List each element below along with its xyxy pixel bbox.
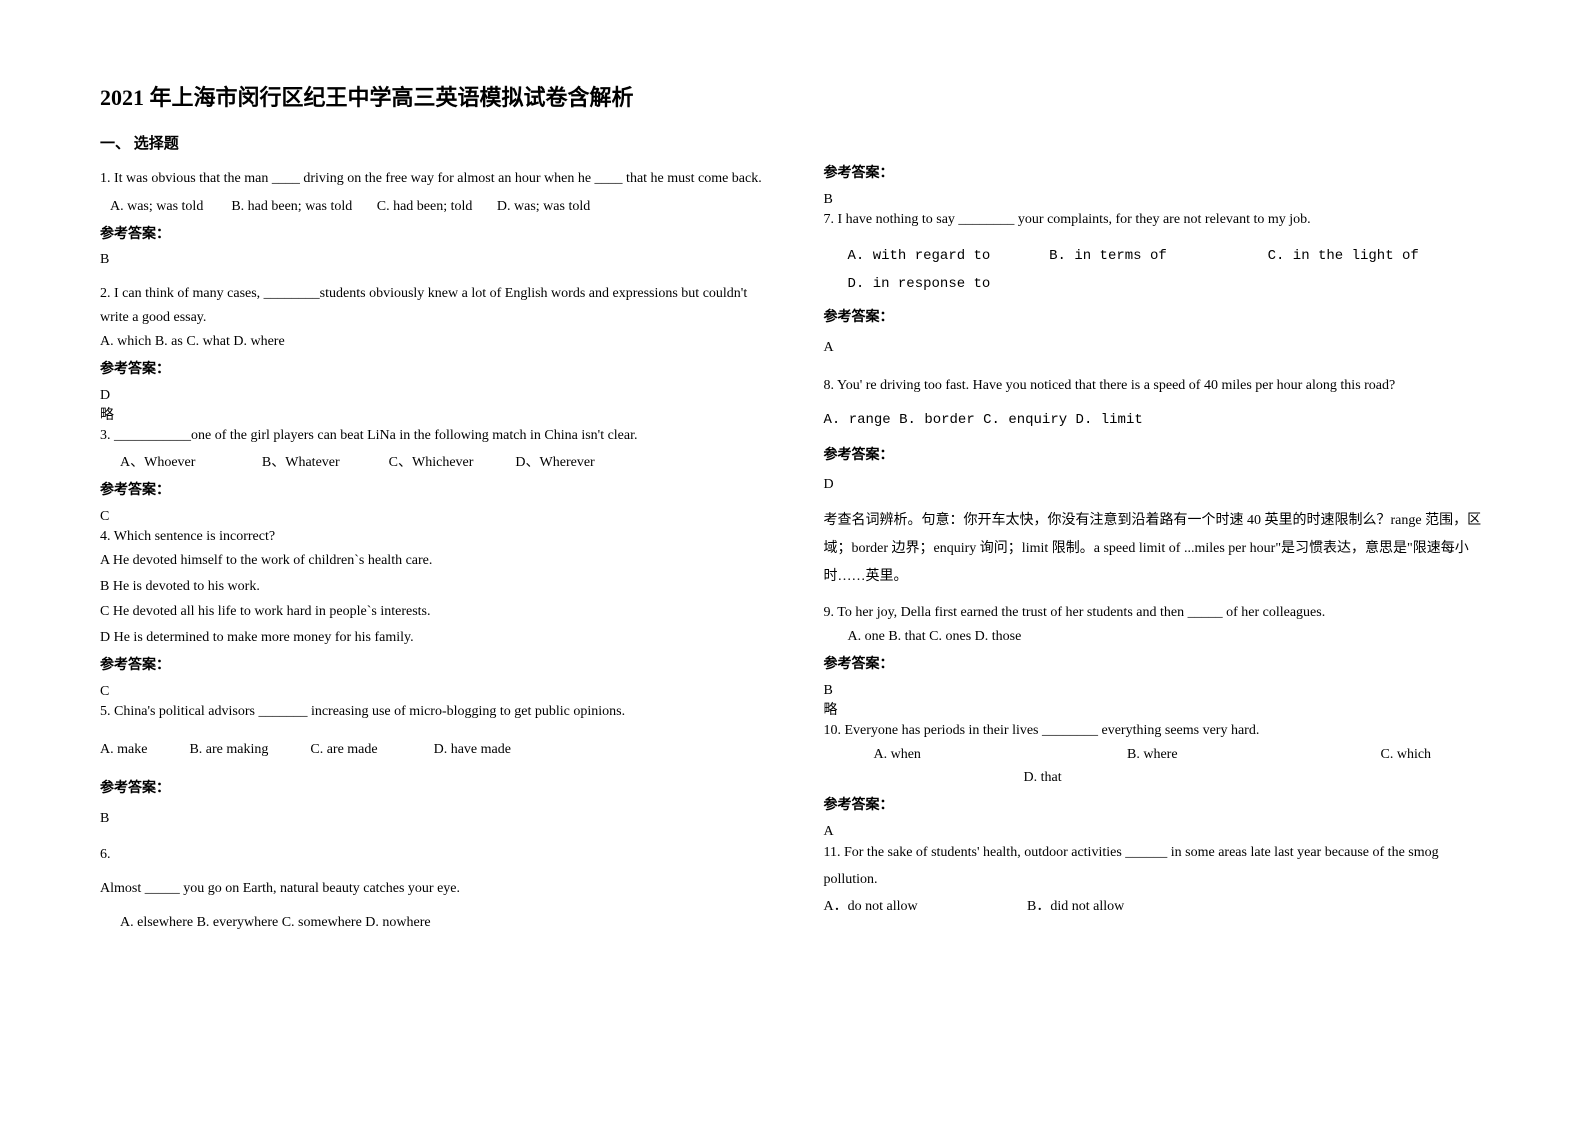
- question-text: 8. You' re driving too fast. Have you no…: [824, 372, 1488, 400]
- answer-label: 参考答案：: [100, 479, 764, 503]
- answer-note: 略: [100, 404, 764, 424]
- option-d: D. in response to: [848, 276, 991, 292]
- answer-value: B: [824, 192, 1488, 208]
- question-text: 1. It was obvious that the man ____ driv…: [100, 167, 764, 191]
- question-2: 2. I can think of many cases, ________st…: [100, 282, 764, 381]
- option-d: D He is determined to make more money fo…: [100, 626, 764, 650]
- option-b: B．did not allow: [1027, 899, 1124, 914]
- option-b: B. had been; was told: [231, 199, 352, 214]
- question-options: A. which B. as C. what D. where: [100, 330, 764, 354]
- option-b: B. where: [1127, 743, 1377, 767]
- answer-label: 参考答案：: [824, 794, 1488, 818]
- question-11: 11. For the sake of students' health, ou…: [824, 840, 1488, 919]
- answer-note: 略: [824, 699, 1488, 719]
- question-3: 3. ___________one of the girl players ca…: [100, 424, 764, 503]
- option-d: D. was; was told: [497, 199, 590, 214]
- question-options: A. range B. border C. enquiry D. limit: [824, 406, 1488, 434]
- answer-value: A: [824, 824, 1488, 840]
- option-a: A. with regard to: [848, 248, 991, 264]
- option-d: D. have made: [434, 742, 511, 757]
- answer-value: B: [100, 811, 764, 827]
- right-column: 参考答案： B 7. I have nothing to say _______…: [824, 132, 1488, 941]
- option-a: A He devoted himself to the work of chil…: [100, 549, 764, 573]
- answer-label: 参考答案：: [100, 654, 764, 678]
- question-text: 5. China's political advisors _______ in…: [100, 700, 764, 724]
- question-options: A. one B. that C. ones D. those: [824, 625, 1488, 649]
- option-b: B. in terms of: [1049, 248, 1167, 264]
- option-c: C. which: [1381, 747, 1432, 762]
- answer-value: B: [100, 252, 764, 268]
- content-container: 一、 选择题 1. It was obvious that the man __…: [100, 132, 1487, 941]
- question-number: 6.: [100, 843, 764, 867]
- answer-label: 参考答案：: [824, 653, 1488, 677]
- question-4: 4. Which sentence is incorrect? A He dev…: [100, 525, 764, 678]
- option-d-line: D. that: [824, 766, 1488, 790]
- question-options: A. was; was told B. had been; was told C…: [100, 195, 764, 219]
- option-a: A. when: [874, 743, 1124, 767]
- question-8: 8. You' re driving too fast. Have you no…: [824, 372, 1488, 468]
- question-5: 5. China's political advisors _______ in…: [100, 700, 764, 801]
- question-text: 3. ___________one of the girl players ca…: [100, 424, 764, 448]
- answer-label: 参考答案：: [100, 358, 764, 382]
- section-header: 一、 选择题: [100, 132, 764, 153]
- option-b: B He is devoted to his work.: [100, 575, 764, 599]
- option-b: B. are making: [189, 742, 268, 757]
- question-7: 7. I have nothing to say ________ your c…: [824, 208, 1488, 330]
- option-b: B、Whatever: [262, 455, 340, 470]
- option-a: A、Whoever: [120, 455, 195, 470]
- question-options: A. with regard to B. in terms of C. in t…: [824, 242, 1488, 298]
- option-c: C. in the light of: [1268, 248, 1419, 264]
- question-options: A. when B. where C. which: [824, 743, 1488, 767]
- answer-label: 参考答案：: [824, 306, 1488, 330]
- answer-label: 参考答案：: [824, 444, 1488, 468]
- answer-value: A: [824, 340, 1488, 356]
- left-column: 一、 选择题 1. It was obvious that the man __…: [100, 132, 764, 941]
- question-options: A. elsewhere B. everywhere C. somewhere …: [100, 911, 764, 935]
- option-c: C、Whichever: [389, 455, 474, 470]
- question-9: 9. To her joy, Della first earned the tr…: [824, 601, 1488, 676]
- question-text: 4. Which sentence is incorrect?: [100, 525, 764, 549]
- answer-value: C: [100, 509, 764, 525]
- question-1: 1. It was obvious that the man ____ driv…: [100, 167, 764, 246]
- answer-label: 参考答案：: [100, 223, 764, 247]
- question-options: A．do not allow B．did not allow: [824, 895, 1488, 919]
- answer-label: 参考答案：: [100, 777, 764, 801]
- page-title: 2021 年上海市闵行区纪王中学高三英语模拟试卷含解析: [100, 80, 1487, 112]
- option-c: C. are made: [310, 742, 377, 757]
- answer-label: 参考答案：: [824, 162, 1488, 182]
- question-text: 11. For the sake of students' health, ou…: [824, 840, 1488, 893]
- option-c: C. had been; told: [377, 199, 473, 214]
- option-c: C He devoted all his life to work hard i…: [100, 600, 764, 624]
- option-a: A．do not allow: [824, 895, 1024, 919]
- question-text: 7. I have nothing to say ________ your c…: [824, 208, 1488, 232]
- option-d: D. that: [1024, 770, 1062, 785]
- option-a: A. was; was told: [110, 199, 203, 214]
- answer-value: D: [824, 477, 1488, 493]
- question-text: 2. I can think of many cases, ________st…: [100, 282, 764, 330]
- option-a: A. make: [100, 742, 147, 757]
- question-10: 10. Everyone has periods in their lives …: [824, 719, 1488, 818]
- question-text: Almost _____ you go on Earth, natural be…: [100, 877, 764, 901]
- answer-value: C: [100, 684, 764, 700]
- answer-explanation: 考查名词辨析。句意：你开车太快，你没有注意到沿着路有一个时速 40 英里的时速限…: [824, 507, 1488, 591]
- question-options: A. make B. are making C. are made D. hav…: [100, 738, 764, 762]
- answer-value: B: [824, 683, 1488, 699]
- question-text: 9. To her joy, Della first earned the tr…: [824, 601, 1488, 625]
- option-d: D、Wherever: [515, 455, 594, 470]
- answer-value: D: [100, 388, 764, 404]
- question-text: 10. Everyone has periods in their lives …: [824, 719, 1488, 743]
- question-6: 6. Almost _____ you go on Earth, natural…: [100, 843, 764, 934]
- question-options: A、Whoever B、Whatever C、Whichever D、Where…: [100, 451, 764, 475]
